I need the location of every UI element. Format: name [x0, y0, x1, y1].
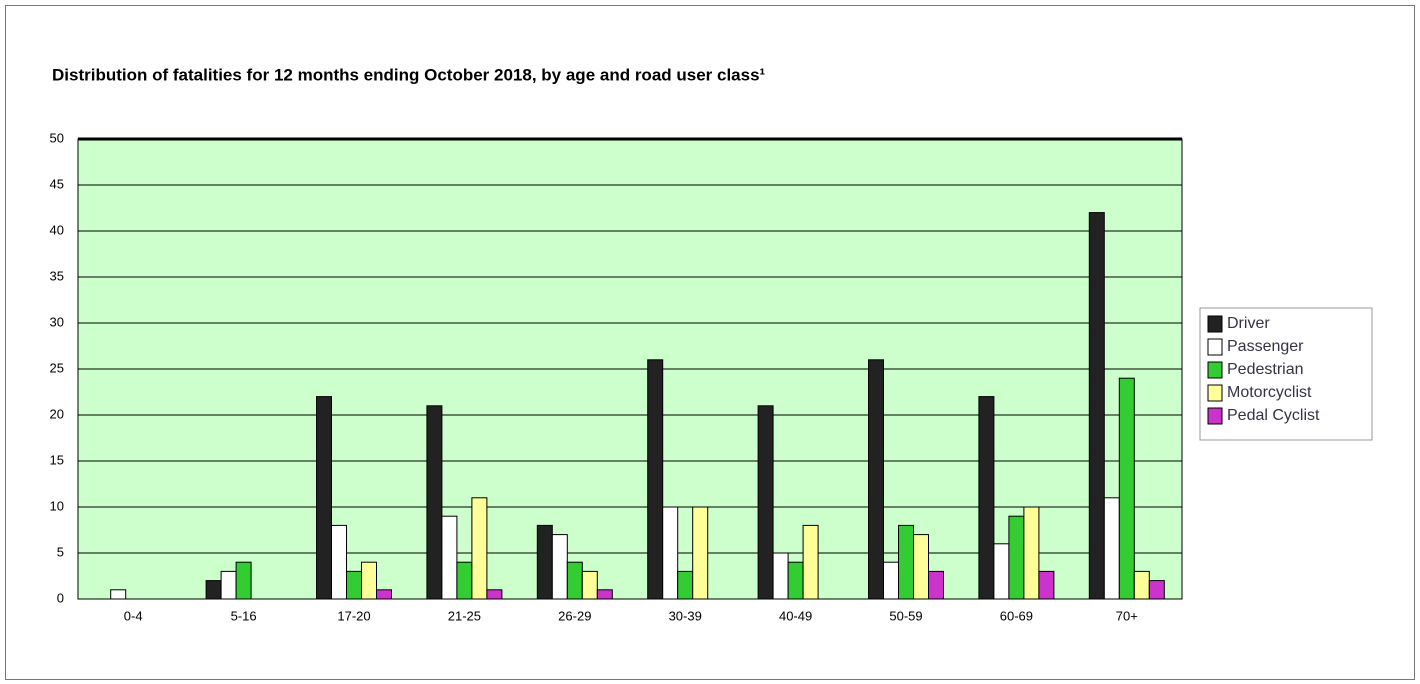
bar	[110, 589, 127, 600]
bar	[426, 405, 443, 600]
bar	[928, 570, 944, 600]
bar	[772, 552, 789, 600]
bar	[346, 570, 362, 600]
bar	[913, 534, 929, 600]
x-tick-label: 40-49	[779, 608, 812, 623]
bar	[220, 570, 237, 600]
y-tick-label: 0	[57, 590, 64, 605]
bar	[802, 524, 819, 600]
x-tick-label: 0-4	[124, 608, 143, 623]
bar	[471, 497, 488, 600]
bar	[456, 561, 473, 600]
legend-swatch	[1207, 384, 1223, 402]
bar	[1103, 497, 1120, 600]
legend-box	[1199, 307, 1373, 441]
bar	[692, 506, 709, 600]
bar	[1023, 506, 1040, 600]
bar	[1088, 212, 1105, 600]
x-tick-label: 21-25	[448, 608, 481, 623]
legend-swatch	[1207, 407, 1223, 425]
y-tick-label: 15	[50, 452, 64, 467]
x-tick-label: 70+	[1116, 608, 1138, 623]
bar	[993, 543, 1010, 600]
legend-label: Passenger	[1227, 338, 1304, 355]
bar	[536, 524, 553, 600]
x-tick-label: 17-20	[337, 608, 370, 623]
y-tick-label: 10	[50, 498, 64, 513]
bar	[1038, 570, 1055, 600]
legend-label: Pedestrian	[1227, 361, 1304, 378]
bar	[486, 589, 503, 600]
y-tick-label: 45	[50, 176, 64, 191]
bar	[1148, 580, 1165, 600]
bar	[361, 561, 377, 600]
bar	[677, 570, 694, 600]
legend-swatch	[1207, 338, 1223, 356]
bar	[316, 396, 332, 600]
bar	[581, 570, 598, 600]
bar	[883, 561, 899, 600]
y-tick-label: 35	[50, 268, 64, 283]
bar	[757, 405, 774, 600]
x-tick-label: 5-16	[231, 608, 257, 623]
x-tick-label: 50-59	[889, 608, 922, 623]
bar	[898, 524, 914, 600]
bar	[662, 506, 679, 600]
legend-swatch	[1207, 361, 1223, 379]
bar	[596, 589, 613, 600]
legend-label: Driver	[1227, 315, 1270, 332]
bar	[441, 515, 458, 600]
chart-title: Distribution of fatalities for 12 months…	[52, 65, 766, 84]
bar	[868, 359, 884, 600]
x-tick-label: 30-39	[669, 608, 702, 623]
bar	[1133, 570, 1150, 600]
bar	[235, 561, 252, 600]
bar	[978, 396, 995, 600]
y-tick-label: 30	[50, 314, 64, 329]
y-tick-label: 5	[57, 544, 64, 559]
legend-label: Pedal Cyclist	[1227, 407, 1320, 424]
bar	[1118, 377, 1135, 600]
bar	[1008, 515, 1025, 600]
y-tick-label: 40	[50, 222, 64, 237]
legend-label: Motorcyclist	[1227, 384, 1312, 401]
legend-swatch	[1207, 315, 1223, 333]
y-tick-label: 20	[50, 406, 64, 421]
bar	[647, 359, 664, 600]
x-tick-label: 60-69	[1000, 608, 1033, 623]
bar	[551, 534, 568, 600]
bar	[376, 589, 392, 600]
bar	[331, 524, 347, 600]
bar	[205, 580, 222, 600]
x-tick-label: 26-29	[558, 608, 591, 623]
bar	[787, 561, 804, 600]
y-tick-label: 25	[50, 360, 64, 375]
bar	[566, 561, 583, 600]
y-tick-label: 50	[50, 130, 64, 145]
